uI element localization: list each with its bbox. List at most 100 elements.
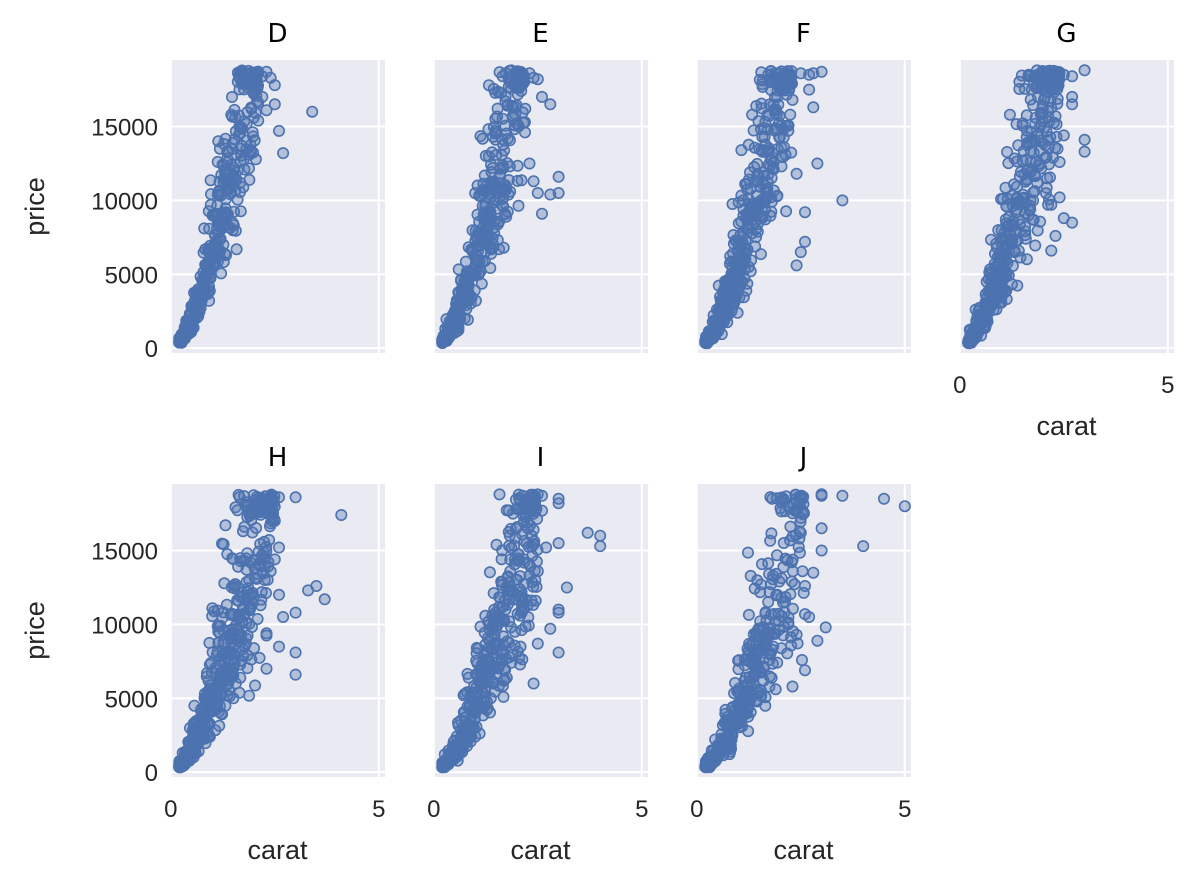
data-point [495, 553, 508, 566]
data-point [768, 91, 781, 104]
data-point [501, 571, 514, 584]
data-point [725, 287, 738, 300]
data-point [201, 266, 214, 279]
data-point [1053, 191, 1066, 204]
data-point [519, 620, 532, 633]
data-point [453, 310, 466, 323]
data-point [511, 174, 524, 187]
facet-panel-G: G 0 5 carat [953, 19, 1174, 441]
data-point [980, 301, 993, 314]
data-point [552, 606, 565, 619]
data-point [552, 537, 565, 550]
data-point [197, 246, 210, 259]
data-point [765, 205, 778, 218]
data-point [235, 654, 248, 667]
data-point [226, 224, 239, 237]
data-point [786, 680, 799, 693]
data-point [201, 726, 214, 739]
data-point [755, 558, 768, 571]
data-point [185, 300, 198, 313]
facet-panel-F: F [695, 19, 911, 353]
data-point [1012, 198, 1025, 211]
data-point [727, 297, 740, 310]
data-point [238, 490, 251, 503]
data-point [594, 529, 607, 542]
data-point [215, 267, 228, 280]
y-tick-label: 0 [145, 760, 158, 787]
data-point [486, 241, 499, 254]
y-tick-label: 15000 [91, 539, 158, 566]
data-point [790, 259, 803, 272]
data-point [1034, 134, 1047, 147]
data-point [485, 186, 498, 199]
data-point [1031, 224, 1044, 237]
data-point [240, 143, 253, 156]
data-point [201, 667, 214, 680]
facet-title-G: G [1056, 19, 1076, 49]
data-point [732, 663, 745, 676]
data-point [510, 117, 523, 130]
data-point [251, 612, 264, 625]
data-point [509, 100, 522, 113]
data-point [462, 671, 475, 684]
data-point [740, 207, 753, 220]
data-point [836, 194, 849, 207]
data-point [468, 697, 481, 710]
data-point [503, 529, 516, 542]
data-point [753, 686, 766, 699]
data-point [245, 620, 258, 633]
data-point [766, 492, 779, 505]
data-point [485, 642, 498, 655]
data-point [535, 90, 548, 103]
data-point [519, 102, 532, 115]
data-point [999, 284, 1012, 297]
data-point [272, 124, 285, 137]
data-point [180, 329, 193, 342]
data-point [535, 489, 548, 502]
data-point [238, 163, 251, 176]
data-point [439, 329, 452, 342]
data-point [723, 725, 736, 738]
points-group [173, 488, 348, 774]
data-point [264, 565, 277, 578]
facet-title-H: H [268, 443, 288, 473]
facet-title-E: E [532, 19, 548, 49]
data-point [306, 105, 319, 118]
data-point [259, 586, 272, 599]
data-point [995, 224, 1008, 237]
data-point [738, 692, 751, 705]
data-point [780, 205, 793, 218]
data-point [217, 606, 230, 619]
data-point [519, 593, 532, 606]
data-point [459, 255, 472, 268]
data-point [478, 690, 491, 703]
data-point [494, 162, 507, 175]
data-point [759, 699, 772, 712]
data-point [763, 680, 776, 693]
data-point [457, 689, 470, 702]
data-point [511, 159, 524, 172]
data-point [815, 522, 828, 535]
data-point [1027, 186, 1040, 199]
data-point [234, 555, 247, 568]
data-point [738, 659, 751, 672]
data-point [469, 706, 482, 719]
data-point [483, 566, 496, 579]
data-point [527, 677, 540, 690]
data-point [790, 167, 803, 180]
data-point [454, 723, 467, 736]
data-point [468, 284, 481, 297]
data-point [803, 83, 816, 96]
data-point [189, 716, 202, 729]
data-point [962, 336, 975, 349]
data-point [211, 155, 224, 168]
data-point [877, 492, 890, 505]
x-tick-label: 5 [372, 796, 385, 823]
data-point [728, 687, 741, 700]
data-point [234, 671, 247, 684]
data-point [501, 132, 514, 145]
data-point [794, 246, 807, 259]
data-point [768, 104, 781, 117]
facet-panel-E: E [432, 19, 648, 353]
data-point [741, 277, 754, 290]
